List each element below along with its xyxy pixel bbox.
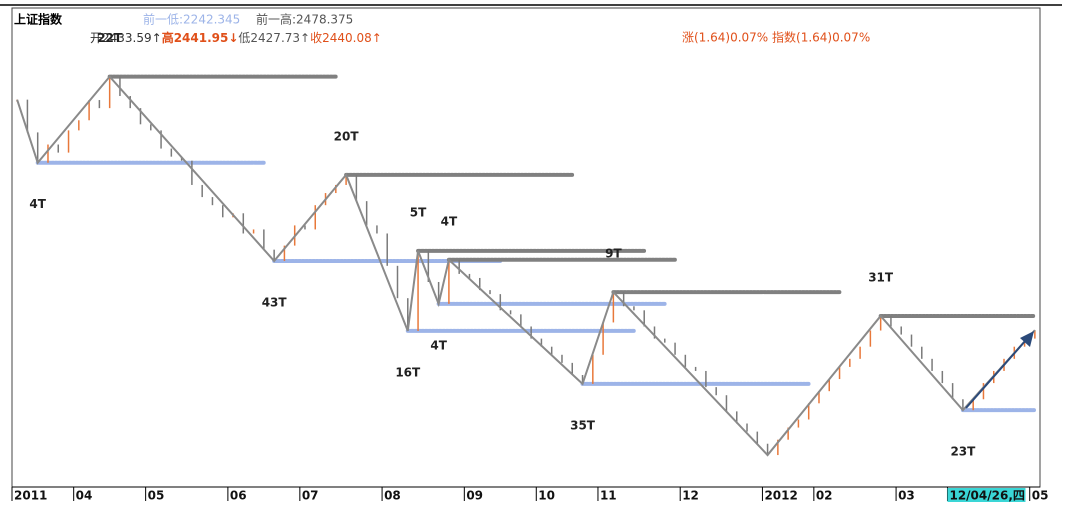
wave-label: 16T (395, 365, 421, 379)
wave-label: 43T (262, 295, 288, 309)
x-tick-label: 09 (466, 489, 483, 503)
x-tick-label: 04 (76, 489, 93, 503)
zigzag (16, 75, 1036, 457)
x-tick-label: 2012 (764, 489, 797, 503)
x-tick-label: 12 (682, 489, 699, 503)
x-tick-label: 06 (230, 489, 247, 503)
wave-label: 22T (97, 31, 123, 45)
wave-label: 23T (950, 445, 976, 459)
close: 收2440.08↑ (310, 31, 382, 45)
wave-label: 9T (605, 247, 622, 261)
x-tick-label: 11 (600, 489, 617, 503)
x-tick-label: 05 (148, 489, 165, 503)
wave-label: 5T (410, 205, 427, 219)
wave-label: 4T (29, 197, 46, 211)
x-tick-label: 10 (538, 489, 555, 503)
wave-label: 20T (334, 129, 360, 143)
high: 高2441.95↓ (162, 30, 239, 45)
wave-label: 35T (570, 418, 596, 432)
x-tick-label: 2011 (14, 489, 47, 503)
prev-high: 前一高:2478.375 (256, 12, 353, 27)
low: 低2427.73↑ (238, 31, 310, 45)
frame (11, 7, 1041, 488)
x-tick-label: 07 (302, 489, 319, 503)
open: 开2433.59↑ (90, 31, 162, 45)
change: 涨(1.64)0.07% 指数(1.64)0.07% (682, 30, 870, 45)
trend-arrow-head (1020, 331, 1034, 347)
x-tick-label: 12/04/26,四 (949, 489, 1024, 503)
x-tick-label: 08 (384, 489, 401, 503)
x-tick-label: 05 (1032, 489, 1049, 503)
plot: 4T 22T 43T 20T 16T 5T 4T 4T 35T 9T 31T 23T (16, 31, 1036, 459)
prev-low: 前一低:2242.345 (143, 12, 240, 27)
cursor-date-box (947, 488, 1026, 502)
wave-label: 31T (868, 270, 894, 284)
trend-arrow (965, 339, 1027, 409)
ohlc-line: 开2433.59↑高2441.95↓低2427.73↑收2440.08↑ (90, 30, 382, 45)
index-name: 上证指数 (14, 12, 63, 27)
x-tick-label: 02 (816, 489, 833, 503)
wave-label: 4T (441, 214, 458, 228)
wave-label: 4T (430, 338, 447, 352)
x-tick-label: 03 (898, 489, 915, 503)
